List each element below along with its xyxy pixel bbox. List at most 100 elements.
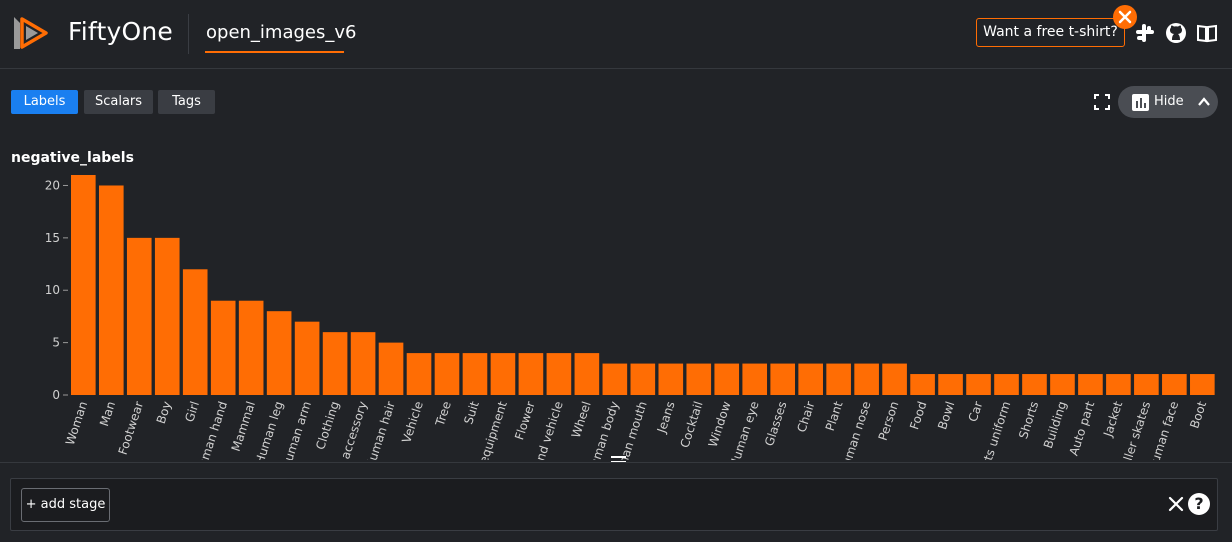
github-icon[interactable] [1165, 22, 1187, 44]
hide-label: Hide [1154, 94, 1184, 109]
close-promo-icon[interactable] [1113, 5, 1137, 29]
x-tick-label: Suit [461, 399, 482, 426]
fiftyone-logo-icon[interactable] [10, 13, 50, 53]
x-tick-label: Vehicle [399, 400, 426, 445]
x-tick-label: Wheel [569, 400, 594, 440]
x-tick-label: Girl [182, 400, 202, 424]
bar[interactable] [182, 269, 208, 395]
bar[interactable] [238, 300, 264, 395]
x-tick-label: Jeans [654, 400, 678, 436]
x-tick-label: Person [876, 400, 902, 443]
x-tick-label: Man [97, 400, 118, 428]
bar[interactable] [98, 185, 124, 395]
chevron-up-icon [1198, 97, 1210, 106]
tab-scalars[interactable]: Scalars [84, 90, 153, 114]
x-tick-label: Boy [154, 400, 174, 426]
x-tick-label: Boot [1187, 399, 1209, 430]
help-icon[interactable]: ? [1188, 493, 1210, 515]
bar[interactable] [350, 332, 376, 395]
app-header: FiftyOne open_images_v6 Want a free t-sh… [0, 0, 1232, 69]
bar[interactable] [154, 237, 180, 395]
x-tick-label: Chair [794, 400, 817, 434]
clear-stages-icon[interactable] [1168, 496, 1184, 512]
chart-title: negative_labels [11, 150, 134, 166]
tab-labels[interactable]: Labels [11, 90, 78, 114]
bar[interactable] [686, 363, 712, 395]
resize-handle-icon[interactable] [611, 456, 626, 465]
x-tick-label: Human eye [727, 400, 762, 460]
bar[interactable] [462, 353, 488, 395]
x-tick-label: Shorts [1016, 400, 1041, 441]
panel-divider [0, 462, 1232, 463]
bar[interactable] [714, 363, 740, 395]
bar[interactable] [126, 237, 152, 395]
y-tick-label: 15 [45, 231, 60, 245]
bar[interactable] [658, 363, 684, 395]
bar[interactable] [826, 363, 851, 395]
x-tick-label: Cocktail [677, 400, 705, 450]
add-stage-button[interactable]: + add stage [21, 488, 110, 522]
bar[interactable] [322, 332, 348, 395]
bar[interactable] [1190, 374, 1215, 395]
bar[interactable] [406, 353, 432, 395]
y-tick-label: 0 [52, 388, 60, 402]
bar[interactable] [770, 363, 796, 395]
x-tick-label: Human leg [252, 400, 286, 460]
bar[interactable] [518, 353, 544, 395]
bar[interactable] [602, 363, 628, 395]
bar[interactable] [910, 374, 935, 395]
x-tick-label: Bowl [935, 400, 957, 432]
bar[interactable] [1022, 374, 1047, 395]
slack-icon[interactable] [1134, 22, 1156, 44]
bar[interactable] [574, 353, 600, 395]
bar[interactable] [210, 300, 236, 395]
x-tick-label: Mammal [229, 400, 258, 454]
fullscreen-icon[interactable] [1094, 94, 1110, 110]
bar[interactable] [1106, 374, 1131, 395]
tab-tags[interactable]: Tags [158, 90, 215, 114]
x-tick-label: Flower [512, 400, 538, 442]
x-tick-label: Auto part [1067, 399, 1098, 457]
bar[interactable] [630, 363, 656, 395]
x-tick-label: Glasses [762, 400, 790, 448]
bar[interactable] [490, 353, 516, 395]
x-tick-label: Jacket [1100, 399, 1125, 439]
bar[interactable] [266, 311, 292, 395]
x-tick-label: Building [1041, 400, 1069, 451]
app-title[interactable]: FiftyOne [68, 17, 173, 46]
x-tick-label: Footwear [116, 400, 146, 457]
bar[interactable] [1162, 374, 1187, 395]
bar[interactable] [938, 374, 963, 395]
x-tick-label: Window [706, 399, 734, 449]
hide-plots-button[interactable]: Hide [1118, 86, 1218, 118]
bar[interactable] [882, 363, 907, 395]
free-tshirt-button[interactable]: Want a free t-shirt? [976, 18, 1125, 47]
bar[interactable] [854, 363, 879, 395]
dataset-underline [205, 51, 344, 53]
x-tick-label: Food [907, 400, 929, 432]
x-tick-label: Car [966, 400, 986, 424]
bar[interactable] [994, 374, 1019, 395]
x-tick-label: Plant [823, 399, 846, 432]
bar[interactable] [1050, 374, 1075, 395]
docs-book-icon[interactable] [1196, 22, 1218, 44]
x-tick-label: Tree [432, 400, 453, 429]
bar[interactable] [1078, 374, 1103, 395]
bar[interactable] [1134, 374, 1159, 395]
header-divider [188, 14, 189, 54]
y-tick-label: 5 [52, 336, 60, 350]
x-tick-label: Clothing [313, 400, 342, 452]
bar[interactable] [71, 175, 96, 395]
bar[interactable] [378, 342, 404, 395]
bar[interactable] [546, 353, 572, 395]
bar[interactable] [434, 353, 460, 395]
bar[interactable] [294, 321, 320, 395]
x-tick-label: Woman [63, 400, 90, 447]
y-tick-label: 20 [45, 178, 60, 192]
bar[interactable] [966, 374, 991, 395]
bar[interactable] [742, 363, 768, 395]
dataset-selector[interactable]: open_images_v6 [206, 22, 357, 43]
bar[interactable] [798, 363, 823, 395]
view-bar: + add stage ? [10, 478, 1218, 531]
